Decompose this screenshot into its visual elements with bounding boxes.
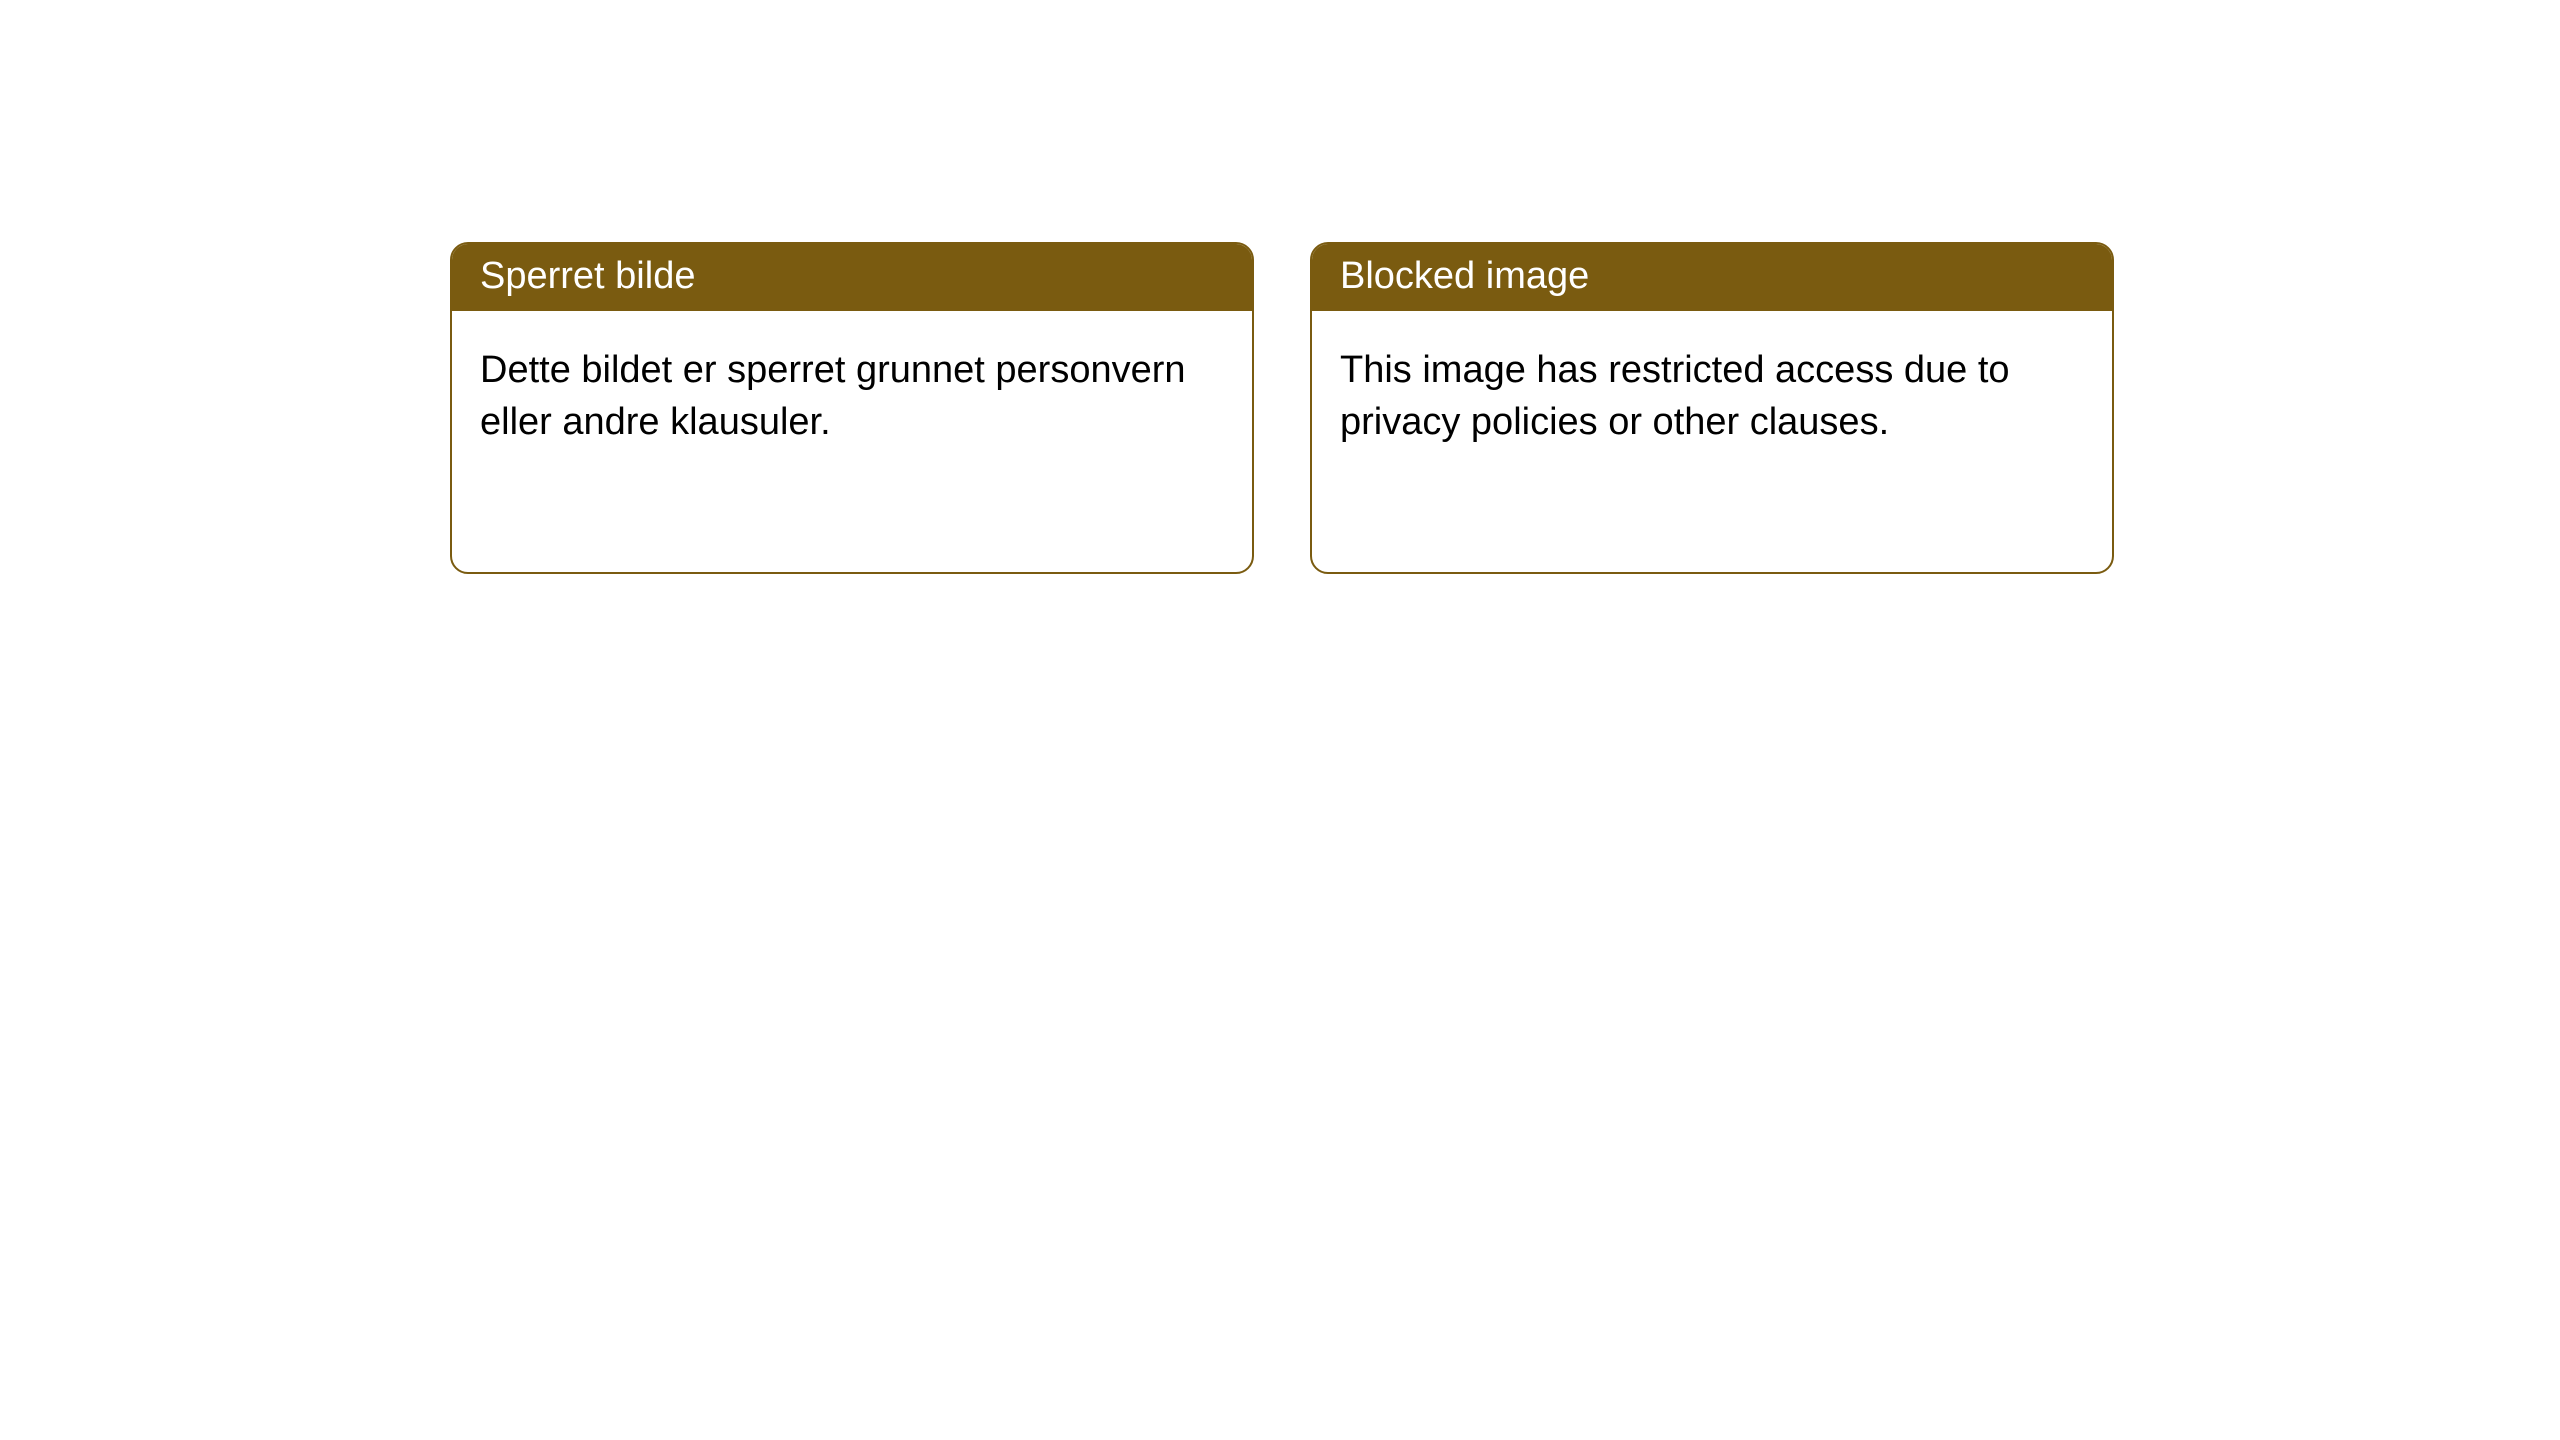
card-header-no: Sperret bilde: [452, 244, 1252, 311]
card-body-en: This image has restricted access due to …: [1312, 311, 2112, 476]
blocked-image-card-en: Blocked image This image has restricted …: [1310, 242, 2114, 574]
card-body-no: Dette bildet er sperret grunnet personve…: [452, 311, 1252, 476]
card-header-en: Blocked image: [1312, 244, 2112, 311]
blocked-image-card-no: Sperret bilde Dette bildet er sperret gr…: [450, 242, 1254, 574]
notice-cards-container: Sperret bilde Dette bildet er sperret gr…: [0, 0, 2560, 574]
